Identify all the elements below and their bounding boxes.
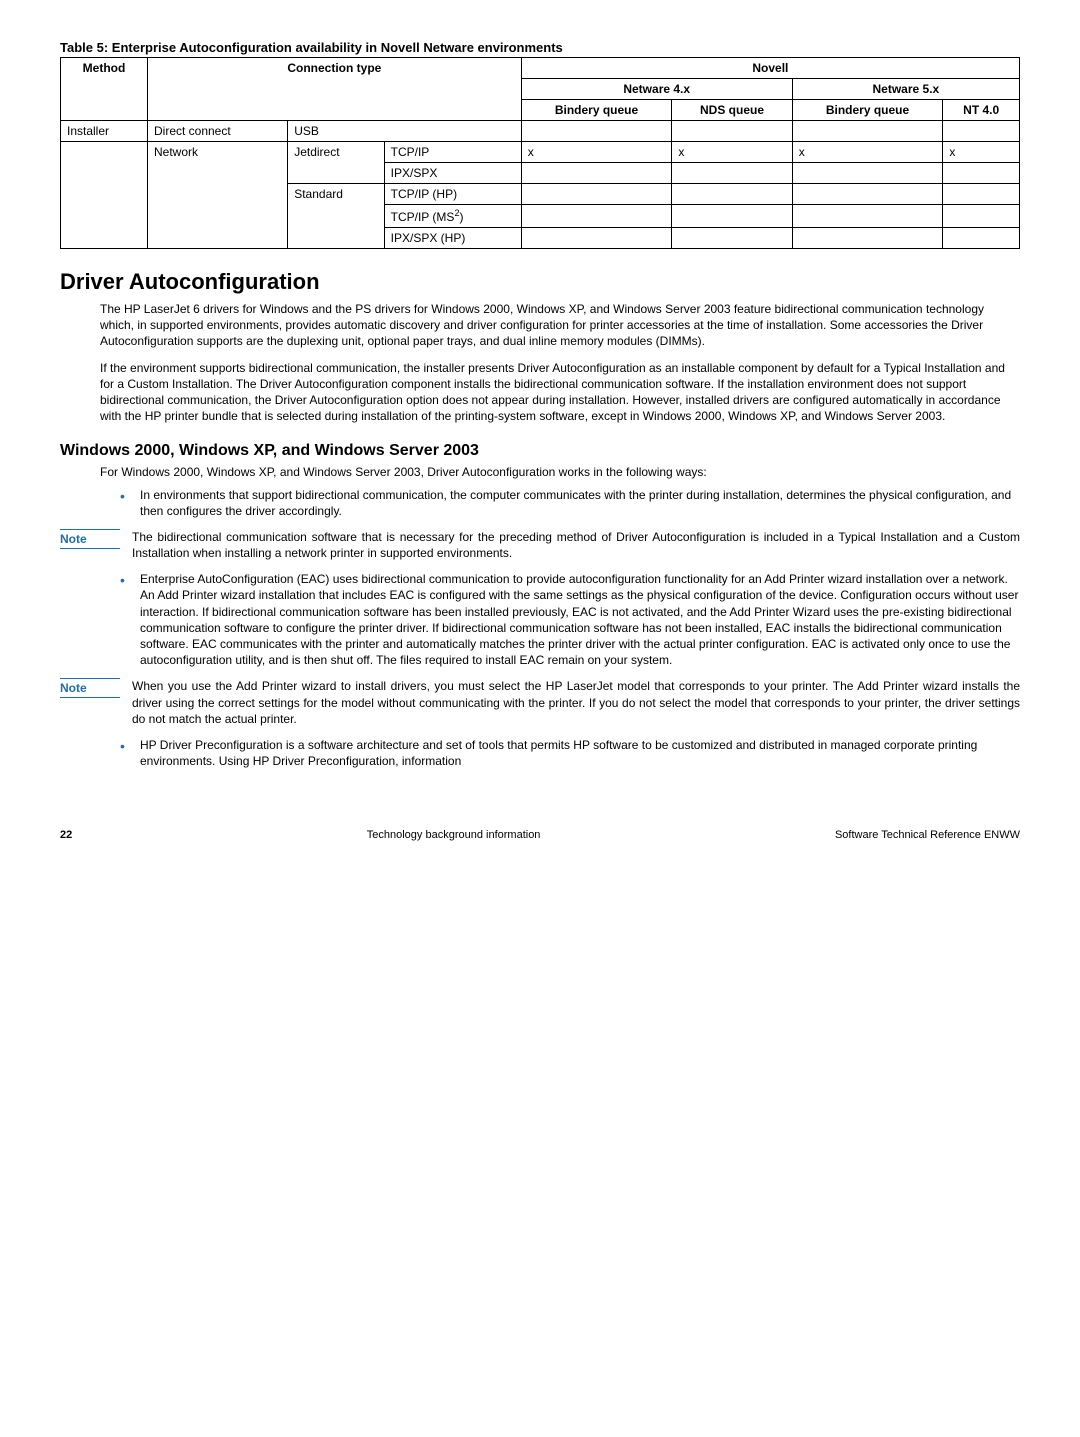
td-x: x (521, 142, 672, 163)
availability-table: Method Connection type Novell Netware 4.… (60, 57, 1020, 249)
paragraph-3: For Windows 2000, Windows XP, and Window… (100, 464, 1020, 480)
td-empty (943, 205, 1020, 228)
footer-right: Software Technical Reference ENWW (835, 829, 1020, 841)
th-novell: Novell (521, 58, 1019, 79)
td-empty (521, 163, 672, 184)
td-empty (672, 163, 792, 184)
td-empty (521, 228, 672, 249)
td-ipxspx-hp: IPX/SPX (HP) (384, 228, 521, 249)
td-standard: Standard (288, 184, 384, 249)
note-label: Note (60, 678, 120, 698)
td-empty (672, 184, 792, 205)
td-empty (792, 228, 943, 249)
td-installer: Installer (61, 121, 148, 142)
td-empty (672, 205, 792, 228)
note-block-2: Note When you use the Add Printer wizard… (60, 678, 1020, 727)
td-empty (521, 121, 672, 142)
td-empty (521, 205, 672, 228)
td-x: x (672, 142, 792, 163)
td-empty (792, 121, 943, 142)
th-nt40: NT 4.0 (943, 100, 1020, 121)
bullet-item-1: In environments that support bidirection… (120, 487, 1020, 519)
bullet-item-2: Enterprise AutoConfiguration (EAC) uses … (120, 571, 1020, 668)
subsection-heading: Windows 2000, Windows XP, and Windows Se… (60, 442, 1020, 460)
th-connection: Connection type (147, 58, 521, 121)
paragraph-1: The HP LaserJet 6 drivers for Windows an… (100, 301, 1020, 350)
td-tcpip-ms2: TCP/IP (MS2) (384, 205, 521, 228)
td-ipxspx: IPX/SPX (384, 163, 521, 184)
th-method: Method (61, 58, 148, 121)
th-bindery1: Bindery queue (521, 100, 672, 121)
td-usb: USB (288, 121, 522, 142)
section-heading: Driver Autoconfiguration (60, 269, 1020, 295)
td-empty (672, 121, 792, 142)
td-empty (61, 142, 148, 249)
td-empty (943, 163, 1020, 184)
footer-center: Technology background information (367, 829, 541, 841)
note-text-2: When you use the Add Printer wizard to i… (132, 678, 1020, 727)
td-empty (521, 184, 672, 205)
td-empty (792, 205, 943, 228)
th-bindery2: Bindery queue (792, 100, 943, 121)
td-tcpip: TCP/IP (384, 142, 521, 163)
note-text-1: The bidirectional communication software… (132, 529, 1020, 561)
paragraph-2: If the environment supports bidirectiona… (100, 360, 1020, 425)
td-jetdirect: Jetdirect (288, 142, 384, 184)
footer-page-number: 22 (60, 829, 72, 841)
td-x: x (943, 142, 1020, 163)
td-empty (672, 228, 792, 249)
page-footer: 22 Technology background information Sof… (60, 829, 1020, 841)
td-empty (943, 184, 1020, 205)
td-empty (943, 228, 1020, 249)
note-label: Note (60, 529, 120, 549)
td-empty (792, 163, 943, 184)
td-direct: Direct connect (147, 121, 287, 142)
bullet-item-3: HP Driver Preconfiguration is a software… (120, 737, 1020, 769)
td-empty (943, 121, 1020, 142)
table-caption: Table 5: Enterprise Autoconfiguration av… (60, 40, 1020, 55)
th-nds: NDS queue (672, 100, 792, 121)
td-tcpip-hp: TCP/IP (HP) (384, 184, 521, 205)
th-netware5: Netware 5.x (792, 79, 1019, 100)
th-netware4: Netware 4.x (521, 79, 792, 100)
td-empty (792, 184, 943, 205)
note-block-1: Note The bidirectional communication sof… (60, 529, 1020, 561)
td-x: x (792, 142, 943, 163)
td-network: Network (147, 142, 287, 249)
